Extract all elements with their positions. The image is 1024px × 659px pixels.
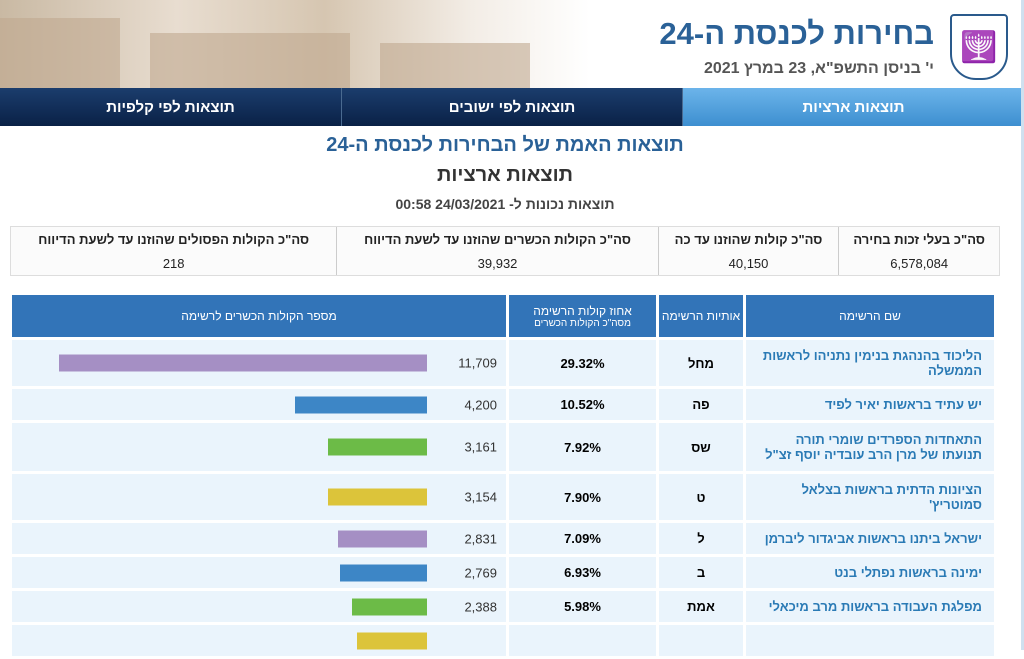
party-name[interactable]: מפלגת העבודה בראשות מרב מיכאלי xyxy=(746,591,994,622)
votes-cell: 2,769 xyxy=(12,557,506,588)
stat-value: 218 xyxy=(162,255,185,271)
votes-cell: 2,388 xyxy=(12,591,506,622)
main-nav: תוצאות ארציות תוצאות לפי ישובים תוצאות ל… xyxy=(0,88,1024,126)
votes-bar xyxy=(59,354,427,372)
stat-label: סה"כ הקולות הפסולים שהוזנו עד לשעת הדיוו… xyxy=(38,231,310,247)
votes-bar xyxy=(327,488,427,506)
party-votes: 2,388 xyxy=(464,599,497,614)
party-percent: 7.90% xyxy=(509,474,656,520)
party-letters xyxy=(659,625,743,656)
party-votes: 4,200 xyxy=(464,397,497,412)
stat-value: 40,150 xyxy=(728,255,769,271)
knesset-banner-image xyxy=(0,0,590,88)
votes-bar xyxy=(351,598,427,615)
party-votes: 11,709 xyxy=(458,355,497,371)
party-percent: 10.52% xyxy=(509,389,656,420)
votes-bar xyxy=(339,564,427,581)
party-name[interactable]: ישראל ביתנו בראשות אביגדור ליברמן xyxy=(746,523,994,554)
party-percent: 7.09% xyxy=(509,523,656,554)
stat-label: סה"כ הקולות הכשרים שהוזנו עד לשעת הדיווח xyxy=(364,231,631,247)
party-name[interactable]: הציונות הדתית בראשות בצלאל סמוטריץ' xyxy=(746,474,994,520)
party-percent: 5.98% xyxy=(509,591,656,622)
party-name[interactable] xyxy=(746,625,994,656)
party-votes: 2,831 xyxy=(464,531,497,546)
table-row: יש עתיד בראשות יאיר לפיד פה 10.52% 4,200 xyxy=(12,389,994,420)
results-heading: תוצאות האמת של הבחירות לכנסת ה-24 xyxy=(326,134,684,156)
party-letters: ב xyxy=(659,557,743,588)
votes-cell: 11,709 xyxy=(12,340,506,386)
votes-cell: 3,161 xyxy=(12,423,506,471)
table-row: ישראל ביתנו בראשות אביגדור ליברמן ל 7.09… xyxy=(12,523,994,554)
stat-label: סה"כ קולות שהוזנו עד כה xyxy=(674,231,823,247)
updated-time: תוצאות נכונות ל- 24/03/2021 00:58 xyxy=(395,196,615,212)
votes-cell xyxy=(12,625,506,656)
results-subheading: תוצאות ארציות xyxy=(437,164,573,186)
party-percent: 6.93% xyxy=(509,557,656,588)
stat-value: 39,932 xyxy=(477,255,518,271)
party-letters: ט xyxy=(659,474,743,520)
summary-stats: סה"כ בעלי זכות בחירה 6,578,084 סה"כ קולות… xyxy=(10,226,1000,276)
votes-cell: 3,154 xyxy=(12,474,506,520)
table-row xyxy=(12,625,994,656)
votes-cell: 4,200 xyxy=(12,389,506,420)
col-header-pct: אחוז קולות הרשימה מסה"כ הקולות הכשרים xyxy=(509,295,656,337)
table-row: הציונות הדתית בראשות בצלאל סמוטריץ' ט 7.… xyxy=(12,474,994,520)
party-name[interactable]: ימינה בראשות נפתלי בנט xyxy=(746,557,994,588)
table-row: מפלגת העבודה בראשות מרב מיכאלי אמת 5.98%… xyxy=(12,591,994,622)
party-letters: אמת xyxy=(659,591,743,622)
page-border xyxy=(1021,0,1024,650)
party-name[interactable]: התאחדות הספרדים שומרי תורה תנועתו של מרן… xyxy=(746,423,994,471)
tab-national-results[interactable]: תוצאות ארציות xyxy=(682,88,1024,126)
party-percent xyxy=(509,625,656,656)
party-letters: מחל xyxy=(659,340,743,386)
table-row: התאחדות הספרדים שומרי תורה תנועתו של מרן… xyxy=(12,423,994,471)
stat-value: 6,578,084 xyxy=(890,255,949,271)
state-emblem-icon: 🕎 xyxy=(950,14,1008,80)
col-header-name: שם הרשימה xyxy=(746,295,994,337)
party-percent: 29.32% xyxy=(509,340,656,386)
results-table: שם הרשימה אותיות הרשימה אחוז קולות הרשימ… xyxy=(9,292,997,659)
pct-header-sub: מסה"כ הקולות הכשרים xyxy=(534,317,631,329)
party-name[interactable]: הליכוד בהנהגת בנימין נתניהו לראשות הממשל… xyxy=(746,340,994,386)
votes-cell: 2,831 xyxy=(12,523,506,554)
party-letters: שס xyxy=(659,423,743,471)
election-date: י' בניסן התשפ"א, 23 במרץ 2021 xyxy=(703,60,934,77)
tab-results-by-locality[interactable]: תוצאות לפי ישובים xyxy=(341,88,682,126)
col-header-letters: אותיות הרשימה xyxy=(659,295,743,337)
party-votes: 2,769 xyxy=(464,565,497,580)
page-title: בחירות לכנסת ה-24 xyxy=(659,16,934,51)
party-votes: 3,154 xyxy=(464,489,497,505)
stat-label: סה"כ בעלי זכות בחירה xyxy=(853,231,985,247)
pct-header-label: אחוז קולות הרשימה xyxy=(533,303,632,318)
party-letters: ל xyxy=(659,523,743,554)
table-row: הליכוד בהנהגת בנימין נתניהו לראשות הממשל… xyxy=(12,340,994,386)
votes-bar xyxy=(356,632,427,649)
party-letters: פה xyxy=(659,389,743,420)
votes-bar xyxy=(295,396,427,413)
votes-bar xyxy=(338,530,427,547)
col-header-votes: מספר הקולות הכשרים לרשימה xyxy=(12,295,506,337)
party-name[interactable]: יש עתיד בראשות יאיר לפיד xyxy=(746,389,994,420)
party-votes: 3,161 xyxy=(464,439,497,455)
votes-bar xyxy=(327,438,427,456)
tab-results-by-ballot-box[interactable]: תוצאות לפי קלפיות xyxy=(0,88,341,126)
party-percent: 7.92% xyxy=(509,423,656,471)
header: 🕎 בחירות לכנסת ה-24 י' בניסן התשפ"א, 23 … xyxy=(0,0,1024,88)
table-row: ימינה בראשות נפתלי בנט ב 6.93% 2,769 xyxy=(12,557,994,588)
